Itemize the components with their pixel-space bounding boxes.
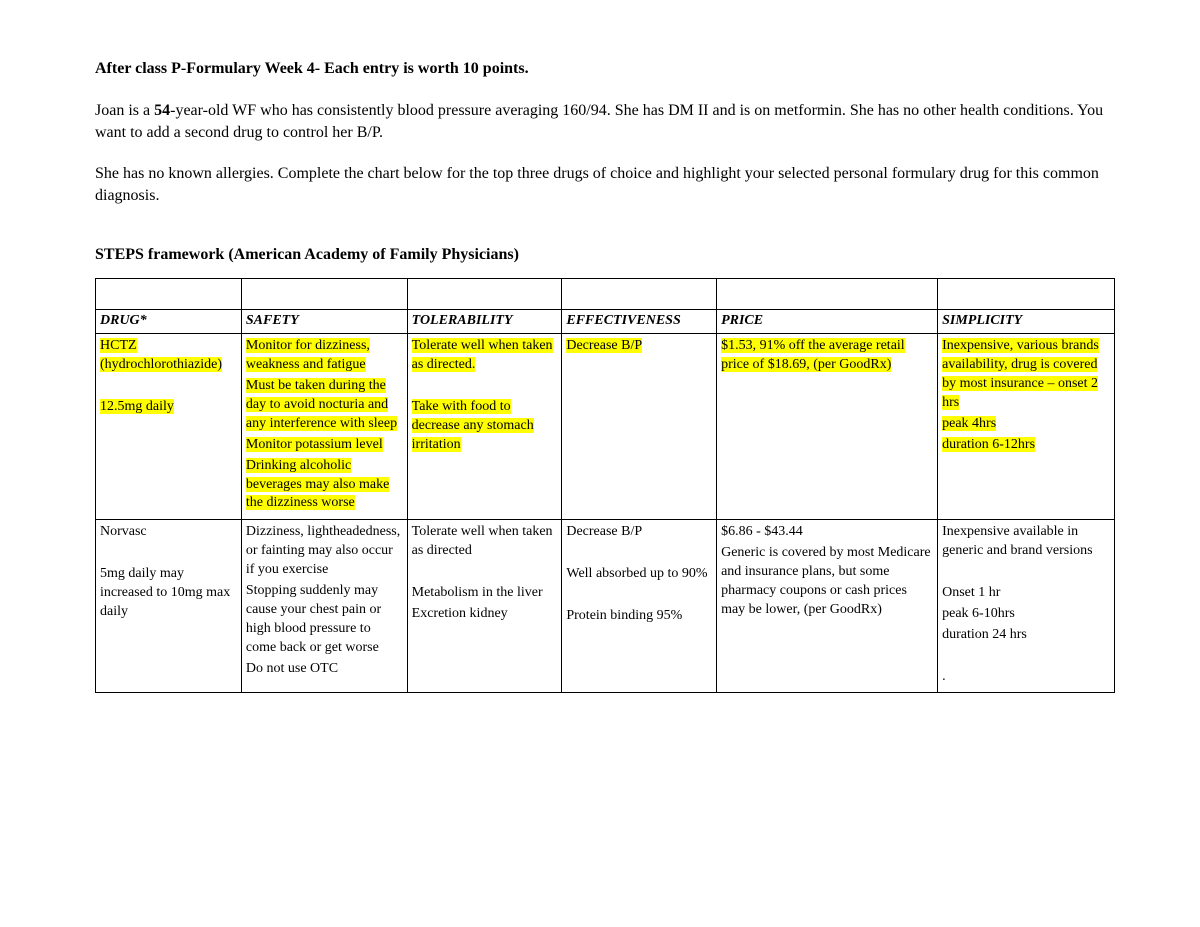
highlighted-text: 12.5mg daily (100, 399, 174, 414)
cell-line: peak 6-10hrs (942, 605, 1110, 624)
cell-line: Protein binding 95% (566, 607, 712, 626)
table-row: HCTZ (hydrochlorothiazide) 12.5mg dailyM… (96, 334, 1115, 520)
steps-table: DRUG* SAFETY TOLERABILITY EFFECTIVENESS … (95, 278, 1115, 693)
intro-paragraph-1: Joan is a 54-year-old WF who has consist… (95, 100, 1115, 143)
cell-effectiveness: Decrease B/P (562, 334, 717, 520)
cell-line: 5mg daily may increased to 10mg max dail… (100, 565, 237, 622)
cell-line: Inexpensive, various brands availability… (942, 337, 1110, 413)
cell-line: Drinking alcoholic beverages may also ma… (246, 457, 403, 514)
page-title: After class P-Formulary Week 4- Each ent… (95, 60, 1115, 78)
framework-heading: STEPS framework (American Academy of Fam… (95, 246, 1115, 264)
highlighted-text: peak 4hrs (942, 416, 996, 431)
cell-drug: HCTZ (hydrochlorothiazide) 12.5mg daily (96, 334, 242, 520)
col-header-effectiveness: EFFECTIVENESS (562, 310, 717, 334)
highlighted-text: Monitor for dizziness, weakness and fati… (246, 338, 370, 372)
table-spacer-row (96, 279, 1115, 310)
cell-price: $6.86 - $43.44 Generic is covered by most… (717, 520, 938, 693)
cell-simplicity: Inexpensive available in generic and bra… (938, 520, 1115, 693)
cell-line (942, 563, 1110, 582)
table-row: Norvasc 5mg daily may increased to 10mg … (96, 520, 1115, 693)
cell-tolerability: Tolerate well when taken as directed Met… (407, 520, 562, 693)
cell-line: Must be taken during the day to avoid no… (246, 377, 403, 434)
cell-line: Dizziness, lightheadedness, or fainting … (246, 523, 403, 580)
cell-line: Decrease B/P (566, 523, 712, 542)
cell-safety: Dizziness, lightheadedness, or fainting … (241, 520, 407, 693)
col-header-safety: SAFETY (241, 310, 407, 334)
steps-table-body: DRUG* SAFETY TOLERABILITY EFFECTIVENESS … (96, 279, 1115, 693)
cell-price: $1.53, 91% off the average retail price … (717, 334, 938, 520)
cell-line: Excretion kidney (412, 605, 558, 624)
cell-line: Onset 1 hr (942, 584, 1110, 603)
highlighted-text: HCTZ (hydrochlorothiazide) (100, 338, 222, 372)
cell-tolerability: Tolerate well when taken as directed. Ta… (407, 334, 562, 520)
cell-line: . (942, 668, 1110, 687)
highlighted-text: Take with food to decrease any stomach i… (412, 399, 534, 452)
cell-line (942, 647, 1110, 666)
cell-line: Well absorbed up to 90% (566, 565, 712, 584)
highlighted-text: $1.53, 91% off the average retail price … (721, 338, 905, 372)
col-header-price: PRICE (717, 310, 938, 334)
col-header-simplicity: SIMPLICITY (938, 310, 1115, 334)
col-header-tolerability: TOLERABILITY (407, 310, 562, 334)
cell-line (100, 544, 237, 563)
cell-line: Do not use OTC (246, 660, 403, 679)
cell-drug: Norvasc 5mg daily may increased to 10mg … (96, 520, 242, 693)
cell-line (566, 544, 712, 563)
cell-line: Generic is covered by most Medicare and … (721, 544, 933, 620)
highlighted-text: Decrease B/P (566, 338, 642, 353)
cell-line: duration 24 hrs (942, 626, 1110, 645)
highlighted-text: Tolerate well when taken as directed. (412, 338, 553, 372)
cell-line: Monitor potassium level (246, 436, 403, 455)
cell-line: Tolerate well when taken as directed. (412, 337, 558, 375)
cell-line: $6.86 - $43.44 (721, 523, 933, 542)
intro-text-b: -year-old WF who has consistently blood … (95, 102, 1103, 141)
document-page: After class P-Formulary Week 4- Each ent… (0, 0, 1200, 927)
cell-line: $1.53, 91% off the average retail price … (721, 337, 933, 375)
cell-safety: Monitor for dizziness, weakness and fati… (241, 334, 407, 520)
cell-effectiveness: Decrease B/P Well absorbed up to 90% Pro… (562, 520, 717, 693)
patient-age: 54 (154, 102, 170, 119)
cell-line: Stopping suddenly may cause your chest p… (246, 582, 403, 658)
col-header-drug: DRUG* (96, 310, 242, 334)
cell-line: HCTZ (hydrochlorothiazide) (100, 337, 237, 375)
cell-line (566, 586, 712, 605)
table-header-row: DRUG* SAFETY TOLERABILITY EFFECTIVENESS … (96, 310, 1115, 334)
cell-line (412, 377, 558, 396)
cell-line: 12.5mg daily (100, 398, 237, 417)
cell-line (100, 377, 237, 396)
highlighted-text: Monitor potassium level (246, 437, 383, 452)
cell-line: Inexpensive available in generic and bra… (942, 523, 1110, 561)
highlighted-text: Inexpensive, various brands availability… (942, 338, 1099, 410)
highlighted-text: Must be taken during the day to avoid no… (246, 378, 397, 431)
cell-line: Tolerate well when taken as directed (412, 523, 558, 561)
highlighted-text: Drinking alcoholic beverages may also ma… (246, 458, 389, 511)
cell-line: Metabolism in the liver (412, 584, 558, 603)
cell-line: Norvasc (100, 523, 237, 542)
cell-line: duration 6-12hrs (942, 436, 1110, 455)
cell-line: Take with food to decrease any stomach i… (412, 398, 558, 455)
intro-paragraph-2: She has no known allergies. Complete the… (95, 163, 1115, 206)
cell-line: peak 4hrs (942, 415, 1110, 434)
cell-simplicity: Inexpensive, various brands availability… (938, 334, 1115, 520)
cell-line: Monitor for dizziness, weakness and fati… (246, 337, 403, 375)
highlighted-text: duration 6-12hrs (942, 437, 1035, 452)
cell-line: Decrease B/P (566, 337, 712, 356)
cell-line (412, 563, 558, 582)
intro-text-a: Joan is a (95, 102, 154, 119)
